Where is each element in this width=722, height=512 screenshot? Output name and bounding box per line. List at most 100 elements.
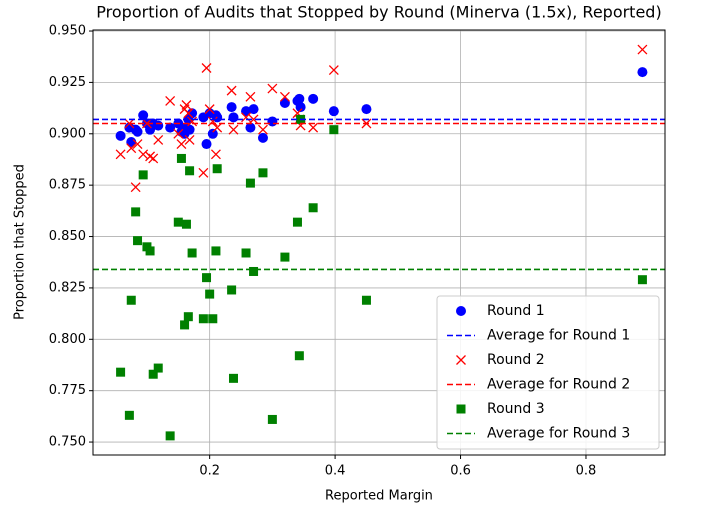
- point: [207, 128, 218, 139]
- point: [279, 97, 290, 108]
- point: [245, 178, 255, 188]
- point: [267, 414, 277, 424]
- y-tick-label: 0.800: [49, 332, 86, 347]
- point: [249, 266, 259, 276]
- point: [201, 139, 212, 150]
- legend-marker: [456, 355, 466, 365]
- legend-label: Round 2: [487, 352, 545, 368]
- point: [228, 373, 238, 383]
- point: [153, 120, 164, 131]
- point: [295, 102, 306, 113]
- point: [227, 285, 237, 295]
- point: [241, 112, 251, 123]
- point: [138, 110, 149, 121]
- point: [183, 312, 193, 322]
- point: [185, 166, 195, 176]
- point: [181, 219, 191, 229]
- point: [248, 104, 259, 115]
- point: [148, 369, 158, 379]
- point: [207, 116, 218, 127]
- point: [126, 143, 137, 154]
- point: [148, 153, 159, 164]
- legend-label: Average for Round 2: [487, 377, 630, 393]
- y-axis-label: Proportion that Stopped: [13, 164, 28, 320]
- point: [228, 124, 239, 135]
- chart-title: Proportion of Audits that Stopped by Rou…: [96, 3, 661, 22]
- point: [176, 139, 187, 150]
- point: [241, 248, 251, 258]
- point: [308, 93, 319, 104]
- x-tick-label: 0.6: [450, 464, 471, 479]
- point: [187, 248, 197, 258]
- point: [131, 207, 141, 217]
- legend-label: Average for Round 1: [487, 328, 630, 344]
- point: [124, 410, 134, 420]
- point: [201, 63, 212, 73]
- point: [132, 139, 143, 150]
- point: [130, 182, 141, 193]
- point: [205, 289, 215, 299]
- point: [267, 116, 278, 127]
- point: [280, 252, 290, 262]
- y-tick-label: 0.750: [49, 435, 86, 450]
- point: [180, 320, 190, 330]
- point: [133, 236, 143, 246]
- y-tick-label: 0.850: [49, 229, 86, 244]
- point: [187, 116, 198, 127]
- point: [115, 149, 126, 160]
- point: [176, 153, 186, 163]
- point: [132, 126, 143, 137]
- point: [165, 431, 175, 441]
- point: [153, 134, 164, 145]
- y-tick-label: 0.950: [49, 24, 86, 39]
- point: [183, 108, 194, 119]
- point: [329, 125, 339, 135]
- point: [279, 91, 290, 102]
- y-tick-label: 0.925: [49, 75, 86, 90]
- point: [294, 351, 304, 361]
- point: [361, 295, 371, 305]
- point: [202, 273, 212, 283]
- point: [115, 130, 126, 141]
- point: [187, 108, 198, 119]
- point: [637, 275, 647, 285]
- point: [141, 118, 152, 129]
- point: [637, 67, 648, 78]
- legend-label: Average for Round 3: [487, 426, 630, 442]
- point: [165, 122, 176, 133]
- point: [245, 91, 256, 102]
- point: [212, 164, 222, 174]
- plot-frame: [92, 29, 666, 456]
- point: [116, 367, 126, 377]
- point: [208, 314, 218, 324]
- point: [328, 65, 339, 76]
- point: [173, 128, 184, 139]
- x-tick-label: 0.4: [325, 464, 346, 479]
- point: [248, 114, 259, 125]
- point: [257, 132, 268, 143]
- point: [292, 217, 302, 227]
- point: [126, 295, 136, 305]
- legend-label: Round 1: [487, 303, 545, 319]
- point: [198, 167, 209, 178]
- x-axis-label: Reported Margin: [325, 489, 433, 504]
- point: [637, 44, 648, 55]
- point: [211, 246, 221, 256]
- point: [153, 363, 163, 373]
- legend: Round 1 Average for Round 1 Round 2 Average…: [436, 295, 660, 450]
- point: [228, 112, 239, 123]
- point: [226, 85, 237, 96]
- legend-marker: [456, 404, 466, 414]
- point: [258, 168, 268, 178]
- legend-marker: [456, 306, 466, 316]
- y-tick-label: 0.875: [49, 178, 86, 193]
- point: [145, 151, 156, 162]
- point: [245, 122, 256, 133]
- point: [198, 314, 208, 324]
- point: [241, 106, 252, 117]
- point: [138, 149, 149, 160]
- point: [145, 246, 155, 256]
- y-tick-label: 0.775: [49, 383, 86, 398]
- y-tick-label: 0.900: [49, 126, 86, 141]
